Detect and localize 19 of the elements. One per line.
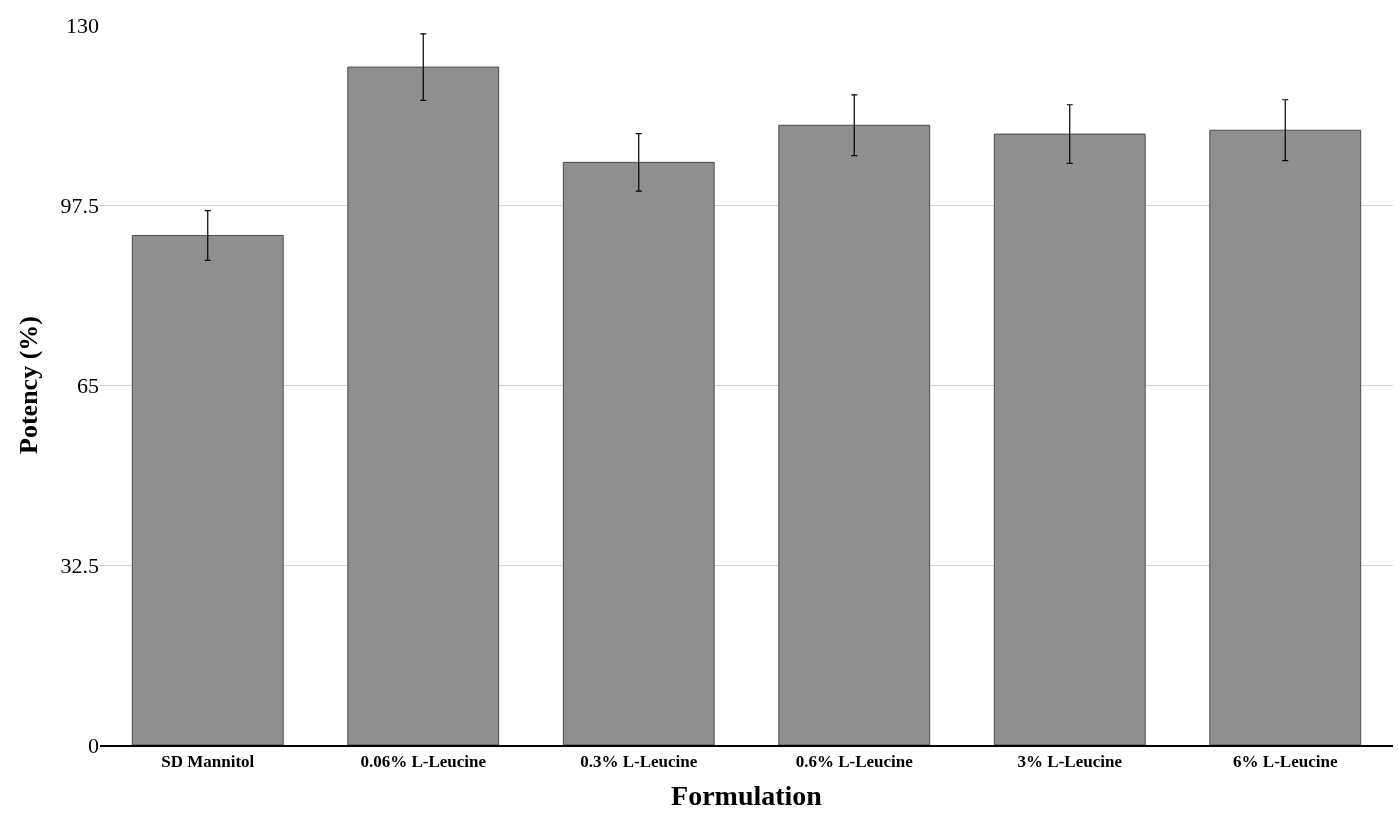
x-tick-label: 3% L-Leucine bbox=[1017, 752, 1123, 772]
bar bbox=[347, 66, 500, 745]
y-tick-label: 130 bbox=[66, 12, 99, 38]
x-axis-title: Formulation bbox=[671, 779, 823, 811]
y-axis-title: Potency (%) bbox=[13, 316, 43, 454]
x-tick-label: 6% L-Leucine bbox=[1233, 752, 1338, 772]
y-tick-label: 65 bbox=[77, 372, 99, 398]
bar bbox=[778, 124, 931, 745]
x-tick-label: 0.6% L-Leucine bbox=[795, 752, 914, 772]
bar bbox=[562, 161, 715, 745]
y-tick-label: 32.5 bbox=[60, 552, 99, 578]
y-tick-label: 97.5 bbox=[60, 192, 99, 218]
y-tick-label: 0 bbox=[88, 732, 99, 758]
bar bbox=[131, 234, 284, 745]
x-tick-label: 0.06% L-Leucine bbox=[360, 752, 487, 772]
bar bbox=[1209, 129, 1362, 745]
bar bbox=[993, 133, 1146, 745]
x-tick-label: 0.3% L-Leucine bbox=[580, 752, 698, 772]
x-tick-label: SD Mannitol bbox=[161, 752, 255, 772]
